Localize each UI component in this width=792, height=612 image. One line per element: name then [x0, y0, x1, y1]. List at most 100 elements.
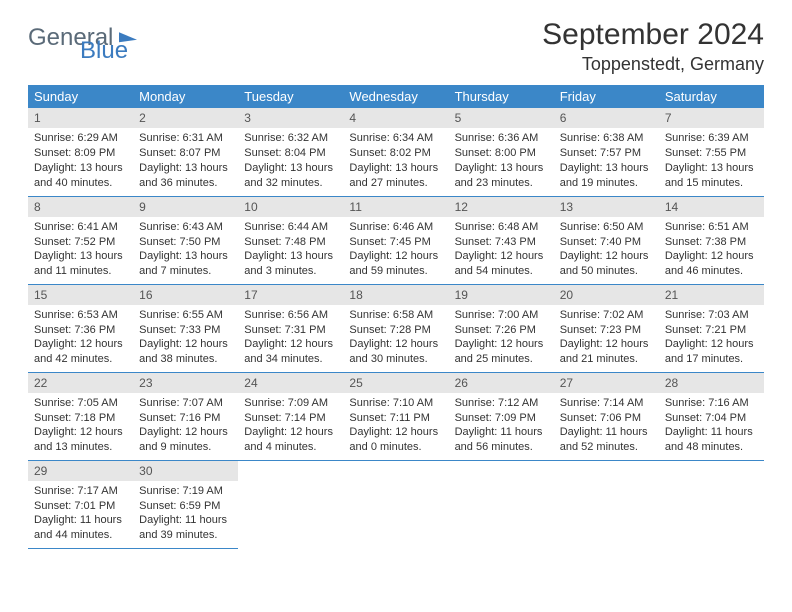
calendar-cell: 14Sunrise: 6:51 AMSunset: 7:38 PMDayligh… [659, 196, 764, 284]
sunset-line: Sunset: 7:50 PM [139, 235, 232, 250]
sunrise-line: Sunrise: 7:14 AM [560, 396, 653, 411]
daylight-line: Daylight: 12 hours and 17 minutes. [665, 337, 758, 367]
daylight-line: Daylight: 12 hours and 25 minutes. [455, 337, 548, 367]
calendar-cell: 12Sunrise: 6:48 AMSunset: 7:43 PMDayligh… [449, 196, 554, 284]
sunset-line: Sunset: 7:55 PM [665, 146, 758, 161]
calendar-cell: 24Sunrise: 7:09 AMSunset: 7:14 PMDayligh… [238, 372, 343, 460]
daylight-line: Daylight: 12 hours and 42 minutes. [34, 337, 127, 367]
sunrise-line: Sunrise: 6:48 AM [455, 220, 548, 235]
calendar-cell: 30Sunrise: 7:19 AMSunset: 6:59 PMDayligh… [133, 460, 238, 548]
daylight-line: Daylight: 13 hours and 36 minutes. [139, 161, 232, 191]
sunset-line: Sunset: 7:31 PM [244, 323, 337, 338]
day-number: 10 [238, 197, 343, 217]
day-number: 2 [133, 108, 238, 128]
daylight-line: Daylight: 11 hours and 56 minutes. [455, 425, 548, 455]
day-number: 30 [133, 461, 238, 481]
sunset-line: Sunset: 7:28 PM [349, 323, 442, 338]
sunset-line: Sunset: 7:52 PM [34, 235, 127, 250]
location: Toppenstedt, Germany [542, 54, 764, 75]
calendar-cell [343, 460, 448, 548]
calendar-cell: 20Sunrise: 7:02 AMSunset: 7:23 PMDayligh… [554, 284, 659, 372]
sunset-line: Sunset: 7:18 PM [34, 411, 127, 426]
day-header: Saturday [659, 85, 764, 108]
calendar-body: 1Sunrise: 6:29 AMSunset: 8:09 PMDaylight… [28, 108, 764, 548]
sunset-line: Sunset: 8:02 PM [349, 146, 442, 161]
cell-body: Sunrise: 6:43 AMSunset: 7:50 PMDaylight:… [133, 217, 238, 283]
calendar-cell: 23Sunrise: 7:07 AMSunset: 7:16 PMDayligh… [133, 372, 238, 460]
day-header: Wednesday [343, 85, 448, 108]
sunset-line: Sunset: 6:59 PM [139, 499, 232, 514]
day-number: 19 [449, 285, 554, 305]
cell-body: Sunrise: 6:48 AMSunset: 7:43 PMDaylight:… [449, 217, 554, 283]
day-number: 24 [238, 373, 343, 393]
sunrise-line: Sunrise: 6:29 AM [34, 131, 127, 146]
cell-body: Sunrise: 7:02 AMSunset: 7:23 PMDaylight:… [554, 305, 659, 371]
sunrise-line: Sunrise: 6:38 AM [560, 131, 653, 146]
cell-body: Sunrise: 7:12 AMSunset: 7:09 PMDaylight:… [449, 393, 554, 459]
daylight-line: Daylight: 13 hours and 40 minutes. [34, 161, 127, 191]
cell-body: Sunrise: 6:58 AMSunset: 7:28 PMDaylight:… [343, 305, 448, 371]
daylight-line: Daylight: 12 hours and 0 minutes. [349, 425, 442, 455]
cell-body: Sunrise: 6:53 AMSunset: 7:36 PMDaylight:… [28, 305, 133, 371]
calendar-cell: 4Sunrise: 6:34 AMSunset: 8:02 PMDaylight… [343, 108, 448, 196]
cell-body: Sunrise: 6:32 AMSunset: 8:04 PMDaylight:… [238, 128, 343, 194]
calendar-cell: 22 Sunrise: 7:05 AMSunset: 7:18 PMDayligh… [28, 372, 133, 460]
sunset-line: Sunset: 7:09 PM [455, 411, 548, 426]
sunset-line: Sunset: 7:43 PM [455, 235, 548, 250]
calendar-cell: 7Sunrise: 6:39 AMSunset: 7:55 PMDaylight… [659, 108, 764, 196]
calendar-cell: 11Sunrise: 6:46 AMSunset: 7:45 PMDayligh… [343, 196, 448, 284]
sunset-line: Sunset: 8:04 PM [244, 146, 337, 161]
cell-body: Sunrise: 7:00 AMSunset: 7:26 PMDaylight:… [449, 305, 554, 371]
cell-body: Sunrise: 6:39 AMSunset: 7:55 PMDaylight:… [659, 128, 764, 194]
daylight-line: Daylight: 13 hours and 19 minutes. [560, 161, 653, 191]
day-number: 11 [343, 197, 448, 217]
day-header: Friday [554, 85, 659, 108]
sunrise-line: Sunrise: 6:55 AM [139, 308, 232, 323]
calendar-row: 22Sunrise: 7:05 AMSunset: 7:18 PMDayligh… [28, 372, 764, 460]
daylight-line: Daylight: 12 hours and 38 minutes. [139, 337, 232, 367]
sunset-line: Sunset: 8:09 PM [34, 146, 127, 161]
cell-body: Sunrise: 7:16 AMSunset: 7:04 PMDaylight:… [659, 393, 764, 459]
sunrise-line: Sunrise: 6:51 AM [665, 220, 758, 235]
day-number: 23 [133, 373, 238, 393]
day-number: 15 [28, 285, 133, 305]
calendar-cell: 15Sunrise: 6:53 AMSunset: 7:36 PMDayligh… [28, 284, 133, 372]
day-number: 29 [28, 461, 133, 481]
cell-body: Sunrise: 7:17 AMSunset: 7:01 PMDaylight:… [28, 481, 133, 547]
sunrise-line: Sunrise: 6:53 AM [34, 308, 127, 323]
daylight-line: Daylight: 12 hours and 13 minutes. [34, 425, 127, 455]
daylight-line: Daylight: 13 hours and 27 minutes. [349, 161, 442, 191]
day-number: 22 [28, 373, 133, 393]
calendar-cell: 28Sunrise: 7:16 AMSunset: 7:04 PMDayligh… [659, 372, 764, 460]
sunrise-line: Sunrise: 7:09 AM [244, 396, 337, 411]
day-header: Tuesday [238, 85, 343, 108]
calendar-cell: 2Sunrise: 6:31 AMSunset: 8:07 PMDaylight… [133, 108, 238, 196]
sunrise-line: Sunrise: 6:46 AM [349, 220, 442, 235]
calendar-row: 8Sunrise: 6:41 AMSunset: 7:52 PMDaylight… [28, 196, 764, 284]
daylight-line: Daylight: 11 hours and 39 minutes. [139, 513, 232, 543]
day-number: 14 [659, 197, 764, 217]
calendar-head: SundayMondayTuesdayWednesdayThursdayFrid… [28, 85, 764, 108]
sunrise-line: Sunrise: 6:34 AM [349, 131, 442, 146]
sunset-line: Sunset: 7:48 PM [244, 235, 337, 250]
cell-body: Sunrise: 6:50 AMSunset: 7:40 PMDaylight:… [554, 217, 659, 283]
sunset-line: Sunset: 7:57 PM [560, 146, 653, 161]
sunset-line: Sunset: 7:23 PM [560, 323, 653, 338]
day-number: 18 [343, 285, 448, 305]
cell-body: Sunrise: 6:56 AMSunset: 7:31 PMDaylight:… [238, 305, 343, 371]
logo: General Blue [28, 18, 137, 52]
day-number: 5 [449, 108, 554, 128]
calendar-cell: 13Sunrise: 6:50 AMSunset: 7:40 PMDayligh… [554, 196, 659, 284]
cell-body: Sunrise: 6:46 AMSunset: 7:45 PMDaylight:… [343, 217, 448, 283]
sunrise-line: Sunrise: 7:00 AM [455, 308, 548, 323]
sunrise-line: Sunrise: 7:10 AM [349, 396, 442, 411]
calendar-row: 29Sunrise: 7:17 AMSunset: 7:01 PMDayligh… [28, 460, 764, 548]
month-title: September 2024 [542, 18, 764, 52]
daylight-line: Daylight: 12 hours and 46 minutes. [665, 249, 758, 279]
sunrise-line: Sunrise: 6:39 AM [665, 131, 758, 146]
sunrise-line: Sunrise: 7:05 AM [34, 396, 127, 411]
day-number: 6 [554, 108, 659, 128]
day-number: 9 [133, 197, 238, 217]
daylight-line: Daylight: 12 hours and 21 minutes. [560, 337, 653, 367]
sunset-line: Sunset: 8:07 PM [139, 146, 232, 161]
